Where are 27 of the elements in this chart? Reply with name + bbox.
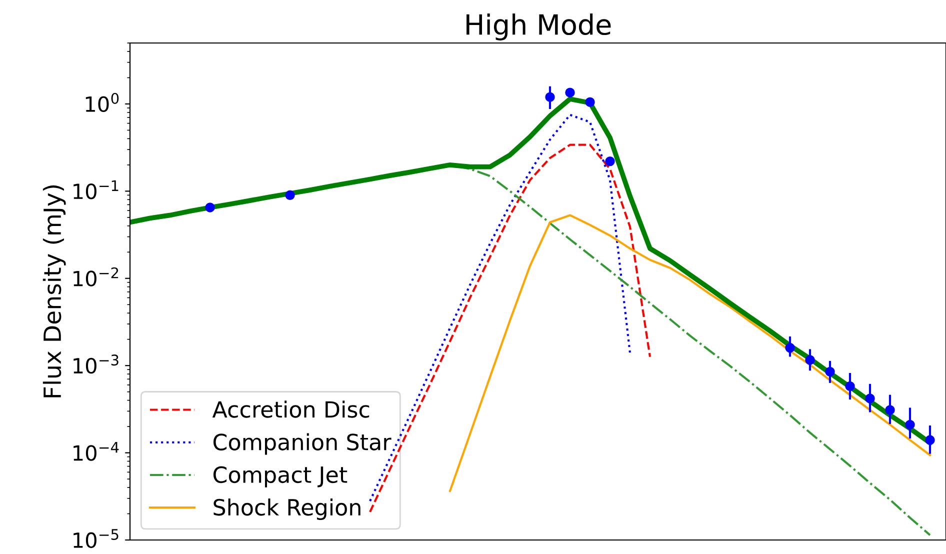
point: [605, 156, 615, 166]
point: [905, 420, 915, 430]
point: [545, 92, 555, 102]
legend-label: Accretion Disc: [212, 400, 370, 418]
y-tick-label: 10$^{0}$: [86, 92, 119, 112]
legend-label: Companion Star: [213, 433, 392, 455]
chart-title: High Mode: [466, 14, 611, 40]
point: [845, 381, 855, 392]
legend-label: Compact Jet: [213, 466, 348, 488]
point: [865, 394, 875, 404]
point: [785, 342, 795, 353]
point: [585, 97, 595, 107]
point: [925, 435, 935, 445]
y-axis-title: Flux Density (mJy): [42, 185, 66, 398]
y-tick-label: 10$^{−2}$: [74, 267, 118, 286]
point: [565, 88, 575, 98]
y-tick-label: 10$^{−4}$: [74, 442, 119, 461]
y-tick-label: 10$^{−5}$: [74, 529, 118, 548]
line-series: [448, 214, 932, 492]
y-tick-label: 10$^{−3}$: [74, 354, 118, 374]
y-tick-label: 10$^{−1}$: [74, 180, 118, 200]
point: [205, 202, 215, 212]
point: [805, 355, 815, 365]
legend-label: Shock Region: [214, 498, 360, 520]
point: [825, 366, 835, 377]
point: [885, 405, 895, 415]
point: [285, 190, 295, 200]
